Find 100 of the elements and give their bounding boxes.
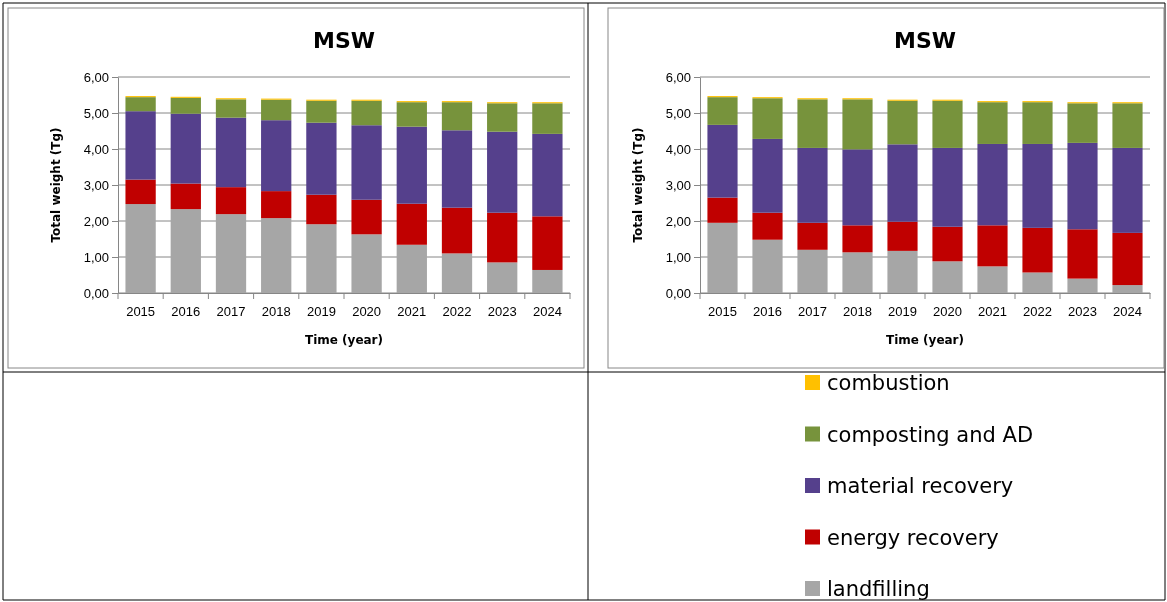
- bar: [1022, 227, 1053, 273]
- y-tick-label: 1,00: [665, 249, 691, 265]
- bar: [707, 222, 738, 293]
- bar: [261, 99, 292, 121]
- bar: [1067, 229, 1098, 279]
- y-tick-label: 5,00: [665, 105, 691, 121]
- bar: [396, 244, 427, 293]
- y-tick-label: 0,00: [665, 285, 691, 301]
- bar: [797, 147, 828, 223]
- bar: [1022, 143, 1053, 228]
- bar: [125, 179, 156, 205]
- bar: [797, 99, 828, 148]
- bar: [487, 103, 518, 132]
- bar: [532, 133, 563, 217]
- x-axis-title: Time (year): [885, 333, 965, 347]
- bar: [1067, 278, 1098, 293]
- y-tick-label: 5,00: [83, 105, 109, 121]
- x-tick-label: 2019: [888, 304, 917, 320]
- bar: [215, 214, 247, 293]
- x-tick-label: 2020: [352, 304, 382, 320]
- y-tick-label: 1,00: [83, 249, 109, 265]
- bar: [797, 249, 828, 293]
- bar: [752, 138, 783, 213]
- bar: [487, 131, 518, 213]
- x-tick-label: 2018: [843, 304, 872, 320]
- bar: [306, 100, 337, 123]
- bar: [125, 204, 156, 293]
- bar: [306, 122, 337, 195]
- x-tick-label: 2020: [933, 304, 962, 320]
- bar: [306, 194, 337, 225]
- chart-title: MSW: [893, 28, 957, 53]
- x-tick-label: 2017: [798, 304, 827, 320]
- bar: [707, 97, 738, 125]
- bar: [215, 187, 247, 215]
- bar: [441, 130, 473, 208]
- bar: [351, 125, 382, 200]
- x-tick-label: 2017: [216, 304, 246, 320]
- bar: [707, 197, 738, 223]
- bar: [887, 144, 918, 222]
- bar: [887, 100, 918, 145]
- bar: [170, 209, 201, 293]
- bar: [532, 103, 563, 134]
- x-tick-label: 2015: [708, 304, 737, 320]
- x-tick-label: 2016: [753, 304, 782, 320]
- bar: [215, 117, 247, 188]
- bar: [1022, 272, 1053, 293]
- y-tick-label: 4,00: [665, 141, 691, 157]
- bar: [351, 100, 382, 126]
- bar: [932, 261, 963, 293]
- bar: [261, 120, 292, 192]
- bar: [351, 199, 382, 235]
- legend-label: landfilling: [827, 577, 930, 601]
- bar: [977, 225, 1008, 267]
- y-tick-label: 4,00: [83, 141, 109, 157]
- bar: [441, 102, 473, 131]
- x-tick-label: 2016: [171, 304, 201, 320]
- y-tick-label: 2,00: [83, 213, 109, 229]
- y-tick-label: 0,00: [83, 285, 109, 301]
- bar: [887, 250, 918, 293]
- bar: [1112, 147, 1143, 233]
- bar: [261, 191, 292, 219]
- y-tick-label: 3,00: [83, 177, 109, 193]
- bar: [532, 269, 563, 293]
- bar: [487, 212, 518, 263]
- bar: [977, 143, 1008, 226]
- y-tick-label: 6,00: [83, 69, 109, 85]
- bar: [842, 225, 873, 253]
- x-tick-label: 2023: [1068, 304, 1097, 320]
- x-tick-label: 2023: [487, 304, 517, 320]
- y-axis-title: Total weight (Tg): [631, 127, 645, 243]
- bar: [1112, 232, 1143, 286]
- bar: [306, 224, 337, 293]
- x-tick-label: 2021: [397, 304, 427, 320]
- bar: [261, 218, 292, 293]
- x-axis-title: Time (year): [304, 333, 384, 347]
- x-tick-label: 2022: [1023, 304, 1052, 320]
- bar: [441, 253, 473, 293]
- y-axis-title: Total weight (Tg): [49, 127, 63, 243]
- bar: [842, 252, 873, 293]
- bar: [215, 99, 247, 118]
- legend-label: material recovery: [827, 474, 1014, 498]
- bar: [842, 149, 873, 226]
- x-tick-label: 2022: [442, 304, 472, 320]
- bar: [396, 102, 427, 127]
- bar: [396, 203, 427, 245]
- bar: [752, 98, 783, 139]
- bar: [752, 239, 783, 293]
- legend-label: energy recovery: [827, 525, 999, 550]
- x-tick-label: 2024: [532, 304, 562, 320]
- bar: [797, 222, 828, 250]
- bar: [1112, 285, 1143, 293]
- bar: [170, 113, 201, 184]
- bar: [441, 207, 473, 254]
- x-tick-label: 2024: [1113, 304, 1142, 320]
- bar: [170, 183, 201, 210]
- bar: [170, 97, 201, 114]
- bar: [396, 126, 427, 204]
- legend-label: composting and AD: [827, 422, 1034, 447]
- legend-label: combustion: [827, 371, 950, 395]
- bar: [1112, 103, 1143, 148]
